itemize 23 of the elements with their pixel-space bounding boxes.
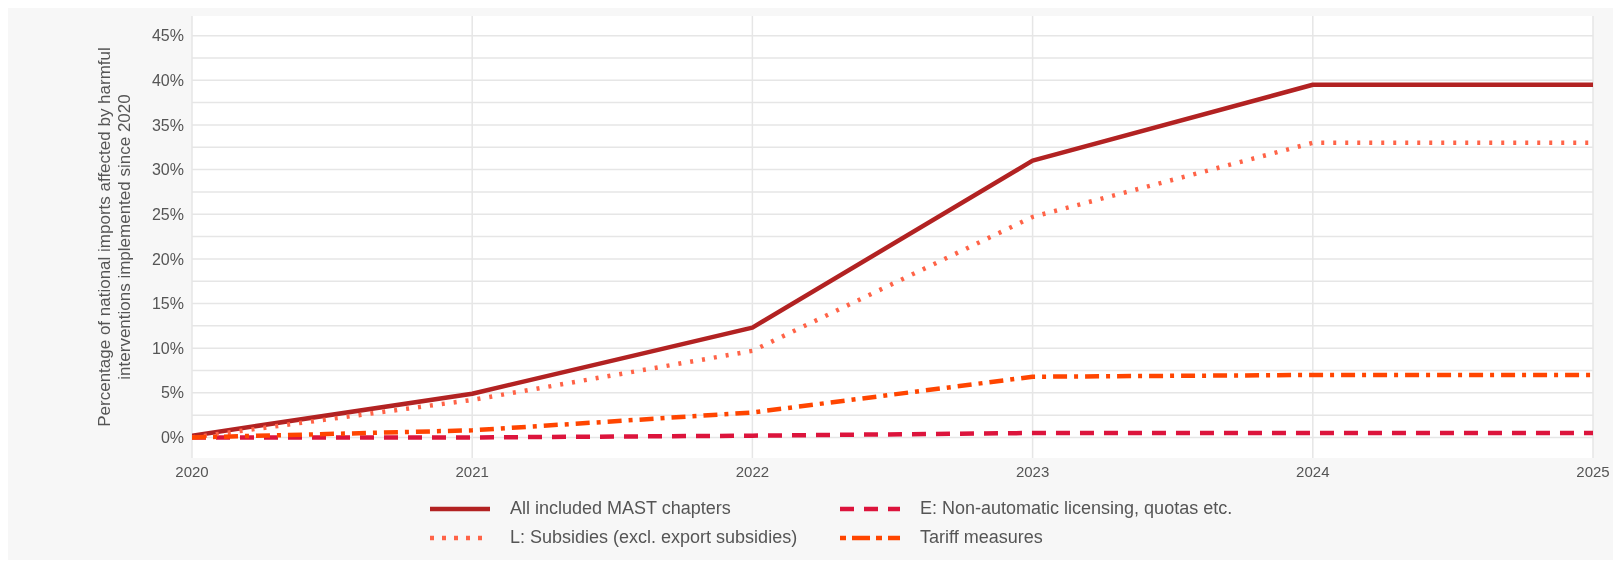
y-tick-label: 25% <box>151 205 184 223</box>
y-tick-label: 5% <box>160 384 184 402</box>
y-tick-label: 15% <box>151 295 184 313</box>
y-tick-label: 45% <box>151 27 184 45</box>
line-series <box>192 372 1593 440</box>
y-tick-label: 0% <box>160 429 184 447</box>
y-axis-title: Percentage of national imports affected by harmful interventions implemented since 2020 <box>95 47 134 427</box>
x-tick-label: 2022 <box>735 462 770 480</box>
legend-label: All included MAST chapters <box>510 498 731 519</box>
legend-label: L: Subsidies (excl. export subsidies) <box>510 527 798 548</box>
x-tick-label: 2024 <box>1296 462 1330 480</box>
legend-label: Tariff measures <box>920 527 1043 548</box>
line-series <box>192 82 1593 438</box>
y-tick-label: 20% <box>151 250 184 268</box>
x-tick-label: 2025 <box>1576 462 1610 480</box>
y-tick-label: 10% <box>151 339 184 357</box>
x-tick-label: 2021 <box>455 462 489 480</box>
y-tick-label: 40% <box>151 71 184 89</box>
x-tick-label: 2023 <box>1015 462 1050 480</box>
x-tick-label: 2020 <box>175 462 209 480</box>
y-tick-label: 35% <box>151 116 184 134</box>
legend-label: E: Non-automatic licensing, quotas etc. <box>920 498 1233 519</box>
y-tick-label: 30% <box>151 161 184 179</box>
